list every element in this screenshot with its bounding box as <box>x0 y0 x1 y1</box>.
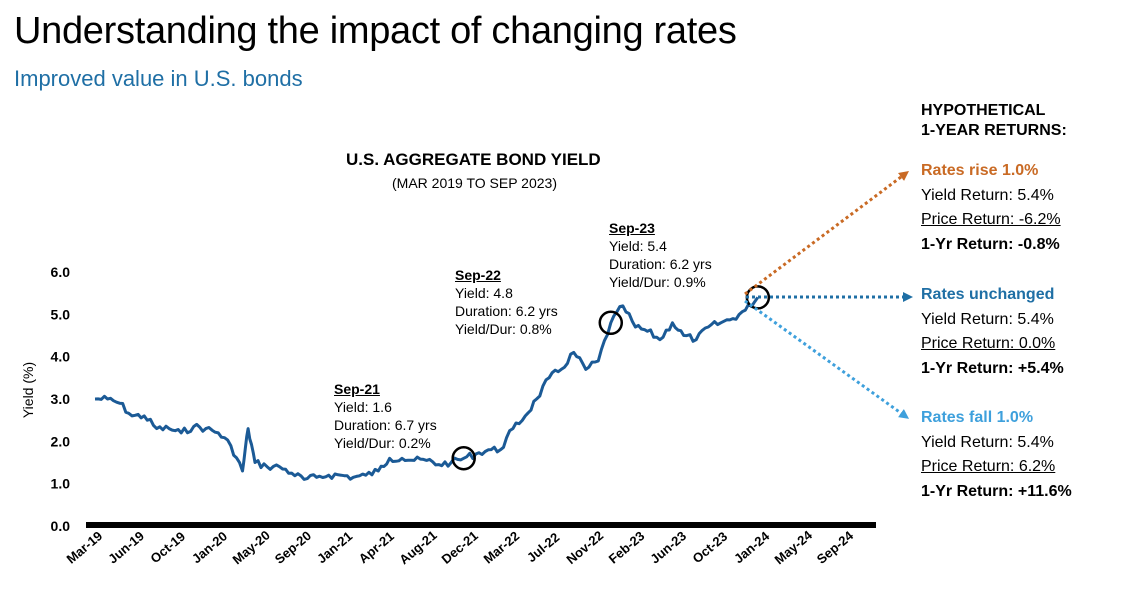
x-tick-label: Oct-19 <box>147 529 188 567</box>
returns-heading-line2: 1-YEAR RETURNS: <box>921 122 1067 139</box>
x-tick-label: Aug-21 <box>396 527 439 567</box>
sep-23-annotation: Sep-23 Yield: 5.4 Duration: 6.2 yrs Yiel… <box>609 219 712 291</box>
scenario-rates-unchanged: Rates unchanged Yield Return: 5.4% Price… <box>921 283 1064 381</box>
annotation-label: Sep-23 <box>609 220 655 236</box>
chart-title: U.S. AGGREGATE BOND YIELD <box>346 150 601 169</box>
x-tick-label: Feb-23 <box>606 528 648 566</box>
y-tick-label: 2.0 <box>51 433 71 449</box>
scenario-name: Rates fall 1.0% <box>921 409 1034 426</box>
yield-series-line <box>94 296 760 481</box>
annotation-duration: Duration: 6.2 yrs <box>609 256 712 272</box>
scenario-total-return: 1-Yr Return: -0.8% <box>921 235 1060 253</box>
returns-heading-line1: HYPOTHETICAL <box>921 102 1046 119</box>
annotation-label: Sep-22 <box>455 267 501 283</box>
scenario-rates-rise: Rates rise 1.0% Yield Return: 5.4% Price… <box>921 159 1061 257</box>
annotation-yield-dur: Yield/Dur: 0.2% <box>334 435 431 451</box>
x-tick-label: Sep-20 <box>272 528 314 567</box>
scenario-name: Rates rise 1.0% <box>921 162 1039 179</box>
scenario-yield-return: Yield Return: 5.4% <box>921 433 1054 451</box>
scenario-name: Rates unchanged <box>921 286 1055 303</box>
rates-fall-arrow <box>744 299 910 419</box>
y-tick-label: 5.0 <box>51 306 71 322</box>
annotation-label: Sep-21 <box>334 381 380 397</box>
scenario-total-return: 1-Yr Return: +5.4% <box>921 359 1064 377</box>
sep-21-marker <box>451 446 476 471</box>
returns-heading: HYPOTHETICAL 1-YEAR RETURNS: <box>921 101 1067 141</box>
x-tick-label: Jan-20 <box>189 528 230 566</box>
scenario-price-return: Price Return: 6.2% <box>921 458 1056 475</box>
x-tick-label: Mar-22 <box>481 528 523 566</box>
rates-rise-arrow <box>744 171 909 296</box>
page-title: Understanding the impact of changing rat… <box>14 10 737 52</box>
scenario-price-return: Price Return: -6.2% <box>921 211 1061 228</box>
page-subtitle: Improved value in U.S. bonds <box>14 66 303 91</box>
annotation-duration: Duration: 6.7 yrs <box>334 417 437 433</box>
y-tick-label: 0.0 <box>51 518 71 534</box>
annotation-yield-dur: Yield/Dur: 0.8% <box>455 321 552 337</box>
annotation-yield-dur: Yield/Dur: 0.9% <box>609 274 706 290</box>
scenario-price-return: Price Return: 0.0% <box>921 335 1056 352</box>
sep-21-annotation: Sep-21 Yield: 1.6 Duration: 6.7 yrs Yiel… <box>334 380 437 452</box>
x-tick-label: Nov-22 <box>563 528 606 567</box>
scenario-rates-fall: Rates fall 1.0% Yield Return: 5.4% Price… <box>921 406 1072 504</box>
annotation-duration: Duration: 6.2 yrs <box>455 303 558 319</box>
x-tick-label: Jun-23 <box>647 528 689 566</box>
x-tick-label: Jul-22 <box>524 530 562 566</box>
x-tick-label: Jan-21 <box>314 528 355 566</box>
y-tick-label: 6.0 <box>51 264 71 280</box>
x-tick-label: May-24 <box>772 527 816 567</box>
scenario-total-return: 1-Yr Return: +11.6% <box>921 482 1072 500</box>
sep-22-marker <box>598 310 624 336</box>
x-tick-label: Jan-24 <box>731 528 773 566</box>
x-tick-label: Oct-23 <box>690 529 731 567</box>
x-tick-label: Apr-21 <box>356 528 397 566</box>
y-tick-label: 1.0 <box>51 476 71 492</box>
x-tick-label: Dec-21 <box>439 528 481 567</box>
scenario-yield-return: Yield Return: 5.4% <box>921 186 1054 204</box>
scenario-yield-return: Yield Return: 5.4% <box>921 310 1054 328</box>
x-tick-label: Jun-19 <box>105 528 147 566</box>
y-tick-label: 4.0 <box>51 349 71 365</box>
y-tick-label: 3.0 <box>51 391 71 407</box>
y-axis-label: Yield (%) <box>20 362 36 418</box>
x-tick-label: May-20 <box>229 527 272 567</box>
annotation-yield: Yield: 5.4 <box>609 238 667 254</box>
annotation-yield: Yield: 4.8 <box>455 285 513 301</box>
annotation-yield: Yield: 1.6 <box>334 399 392 415</box>
chart-subtitle: (MAR 2019 TO SEP 2023) <box>392 175 557 191</box>
sep-22-annotation: Sep-22 Yield: 4.8 Duration: 6.2 yrs Yiel… <box>455 266 558 338</box>
x-tick-label: Sep-24 <box>814 527 857 566</box>
